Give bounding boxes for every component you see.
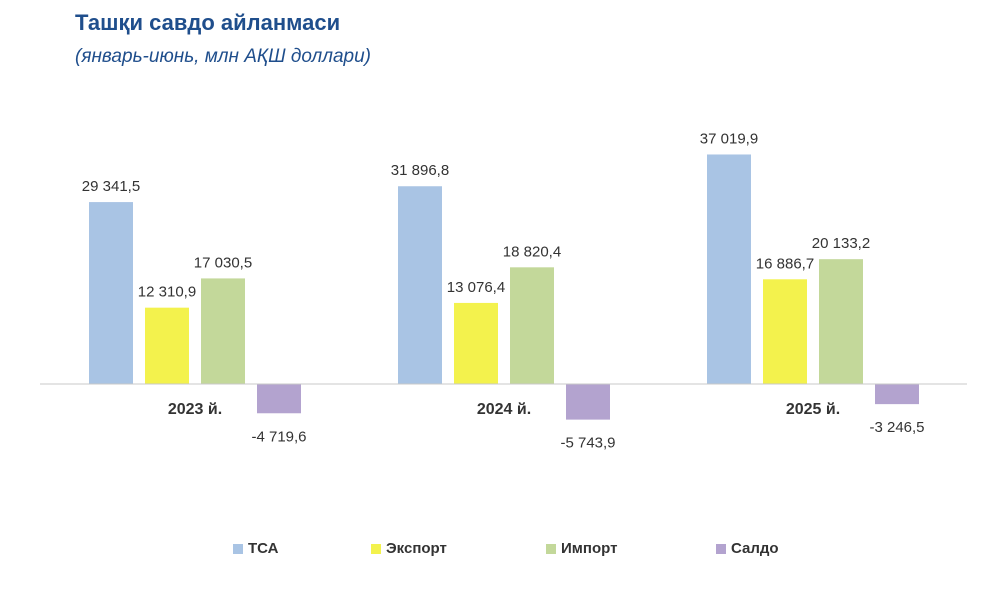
legend-swatch (716, 543, 726, 554)
bar-тса-1 (89, 202, 133, 384)
x-tick-label: 2024 й. (477, 401, 531, 418)
legend-item: Экспорт (371, 540, 447, 557)
bar-импорт-2 (510, 267, 554, 384)
legend-label: Экспорт (386, 540, 447, 557)
data-label: -3 246,5 (869, 419, 924, 436)
legend-item: Импорт (546, 540, 617, 557)
bar-тса-2 (398, 186, 442, 384)
legend-swatch (371, 543, 381, 554)
data-label: 29 341,5 (82, 178, 140, 195)
bar-салдо-2 (566, 384, 610, 420)
chart-legend: ТСА Экспорт Импорт Салдо (0, 540, 985, 562)
bar-экспорт-3 (763, 279, 807, 384)
legend-item: ТСА (233, 540, 278, 557)
legend-label: Салдо (731, 540, 779, 557)
data-label: 31 896,8 (391, 162, 449, 179)
legend-label: Импорт (561, 540, 618, 557)
bar-салдо-3 (875, 384, 919, 405)
chart-subtitle: (январь-июнь, млн АҚШ доллари) (75, 46, 371, 67)
data-label: 17 030,5 (194, 254, 252, 271)
x-tick-label: 2025 й. (786, 401, 840, 418)
data-label: 13 076,4 (447, 279, 505, 296)
legend-item: Салдо (716, 540, 779, 557)
data-label: 18 820,4 (503, 243, 561, 260)
x-tick-label: 2023 й. (168, 401, 222, 418)
legend-swatch (546, 543, 556, 554)
legend-label: ТСА (248, 540, 279, 557)
data-label: 12 310,9 (138, 284, 196, 301)
bar-импорт-3 (819, 259, 863, 384)
data-label: -5 743,9 (560, 435, 615, 452)
legend-swatch (233, 543, 243, 554)
bar-салдо-1 (257, 384, 301, 414)
bar-импорт-1 (201, 278, 245, 384)
bar-тса-3 (707, 154, 751, 384)
bar-экспорт-2 (454, 302, 498, 384)
data-label: 16 886,7 (756, 255, 814, 272)
data-label: 20 133,2 (812, 235, 870, 252)
chart-title: Ташқи савдо айланмаси (75, 10, 341, 35)
bar-экспорт-1 (145, 307, 189, 384)
data-label: 37 019,9 (700, 130, 758, 147)
data-label: -4 719,6 (251, 428, 306, 445)
